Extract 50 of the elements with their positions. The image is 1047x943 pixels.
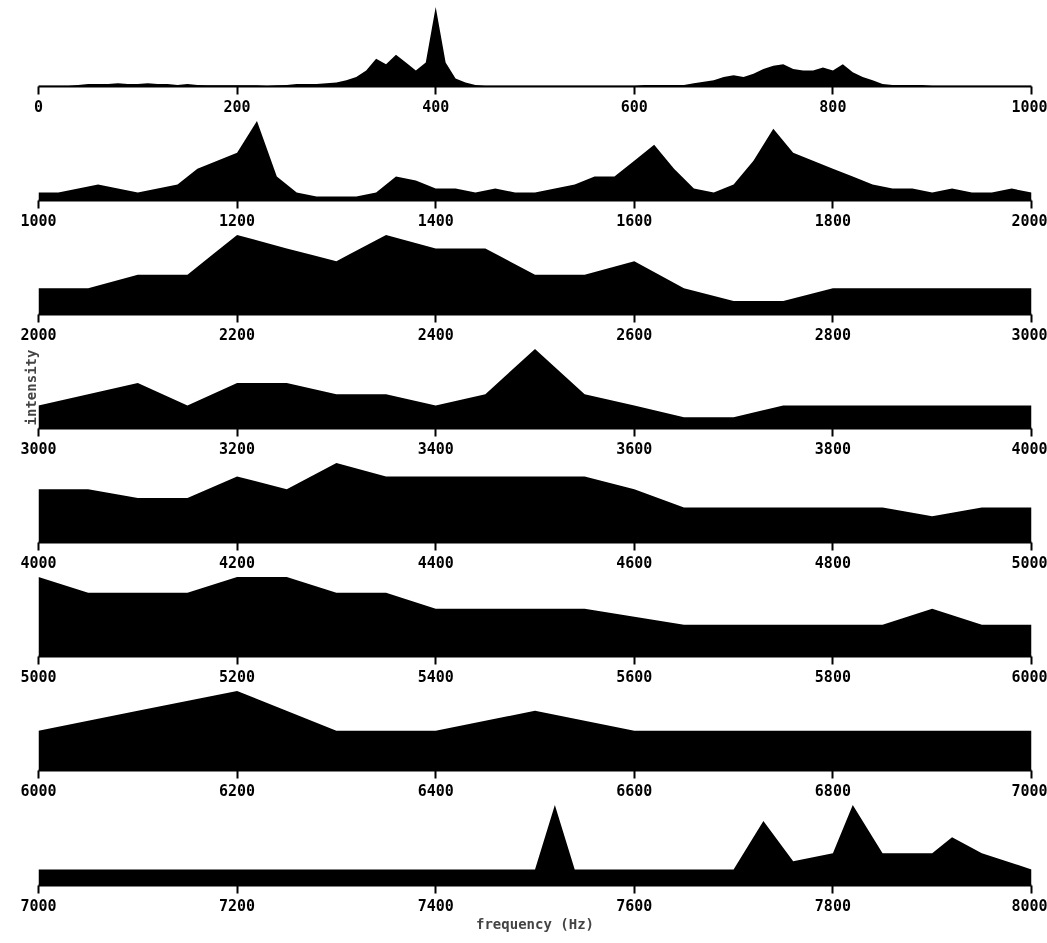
x-tick-label: 7600 [616, 896, 653, 915]
x-tick-label: 5200 [219, 667, 256, 686]
x-tick-label: 6000 [1011, 667, 1047, 686]
x-tick-label: 4600 [616, 553, 653, 572]
x-tick-label: 0 [33, 97, 44, 116]
x-tick-label: 2600 [616, 325, 653, 344]
x-tick-label: 4000 [1011, 439, 1047, 458]
x-tick-label: 4000 [20, 553, 57, 572]
x-tick-label: 400 [422, 97, 450, 116]
x-tick-label: 5000 [20, 667, 57, 686]
x-axis-title: frequency (Hz) [476, 915, 595, 932]
x-tick-label: 5600 [616, 667, 653, 686]
x-tick-label: 2000 [20, 325, 57, 344]
x-tick-label: 2200 [219, 325, 256, 344]
x-tick-label: 6000 [20, 781, 57, 800]
x-tick-label: 3600 [616, 439, 653, 458]
x-tick-label: 1000 [20, 211, 57, 230]
x-tick-label: 5400 [417, 667, 454, 686]
x-tick-label: 3400 [417, 439, 454, 458]
x-tick-label: 5800 [814, 667, 851, 686]
x-tick-label: 800 [819, 97, 847, 116]
x-tick-label: 2800 [814, 325, 851, 344]
x-tick-label: 3800 [814, 439, 851, 458]
x-tick-label: 4800 [814, 553, 851, 572]
x-tick-label: 200 [223, 97, 251, 116]
x-tick-label: 6400 [417, 781, 454, 800]
y-axis-title: intensity [22, 349, 39, 426]
x-tick-label: 7400 [417, 896, 454, 915]
x-tick-label: 4200 [219, 553, 256, 572]
x-tick-label: 6600 [616, 781, 653, 800]
x-tick-label: 600 [620, 97, 648, 116]
x-tick-label: 3000 [1011, 325, 1047, 344]
x-tick-label: 6800 [814, 781, 851, 800]
x-tick-label: 1400 [417, 211, 454, 230]
x-tick-label: 1600 [616, 211, 653, 230]
x-tick-label: 2400 [417, 325, 454, 344]
x-tick-label: 3200 [219, 439, 256, 458]
x-tick-label: 3000 [20, 439, 57, 458]
x-tick-label: 8000 [1011, 896, 1047, 915]
x-tick-label: 7800 [814, 896, 851, 915]
x-tick-label: 2000 [1011, 211, 1047, 230]
x-tick-label: 6200 [219, 781, 256, 800]
x-tick-label: 7200 [219, 896, 256, 915]
x-tick-label: 1200 [219, 211, 256, 230]
x-tick-label: 7000 [1011, 781, 1047, 800]
x-tick-label: 4400 [417, 553, 454, 572]
x-tick-label: 1000 [1011, 97, 1047, 116]
x-tick-label: 1800 [814, 211, 851, 230]
x-tick-label: 7000 [20, 896, 57, 915]
x-tick-label: 5000 [1011, 553, 1047, 572]
